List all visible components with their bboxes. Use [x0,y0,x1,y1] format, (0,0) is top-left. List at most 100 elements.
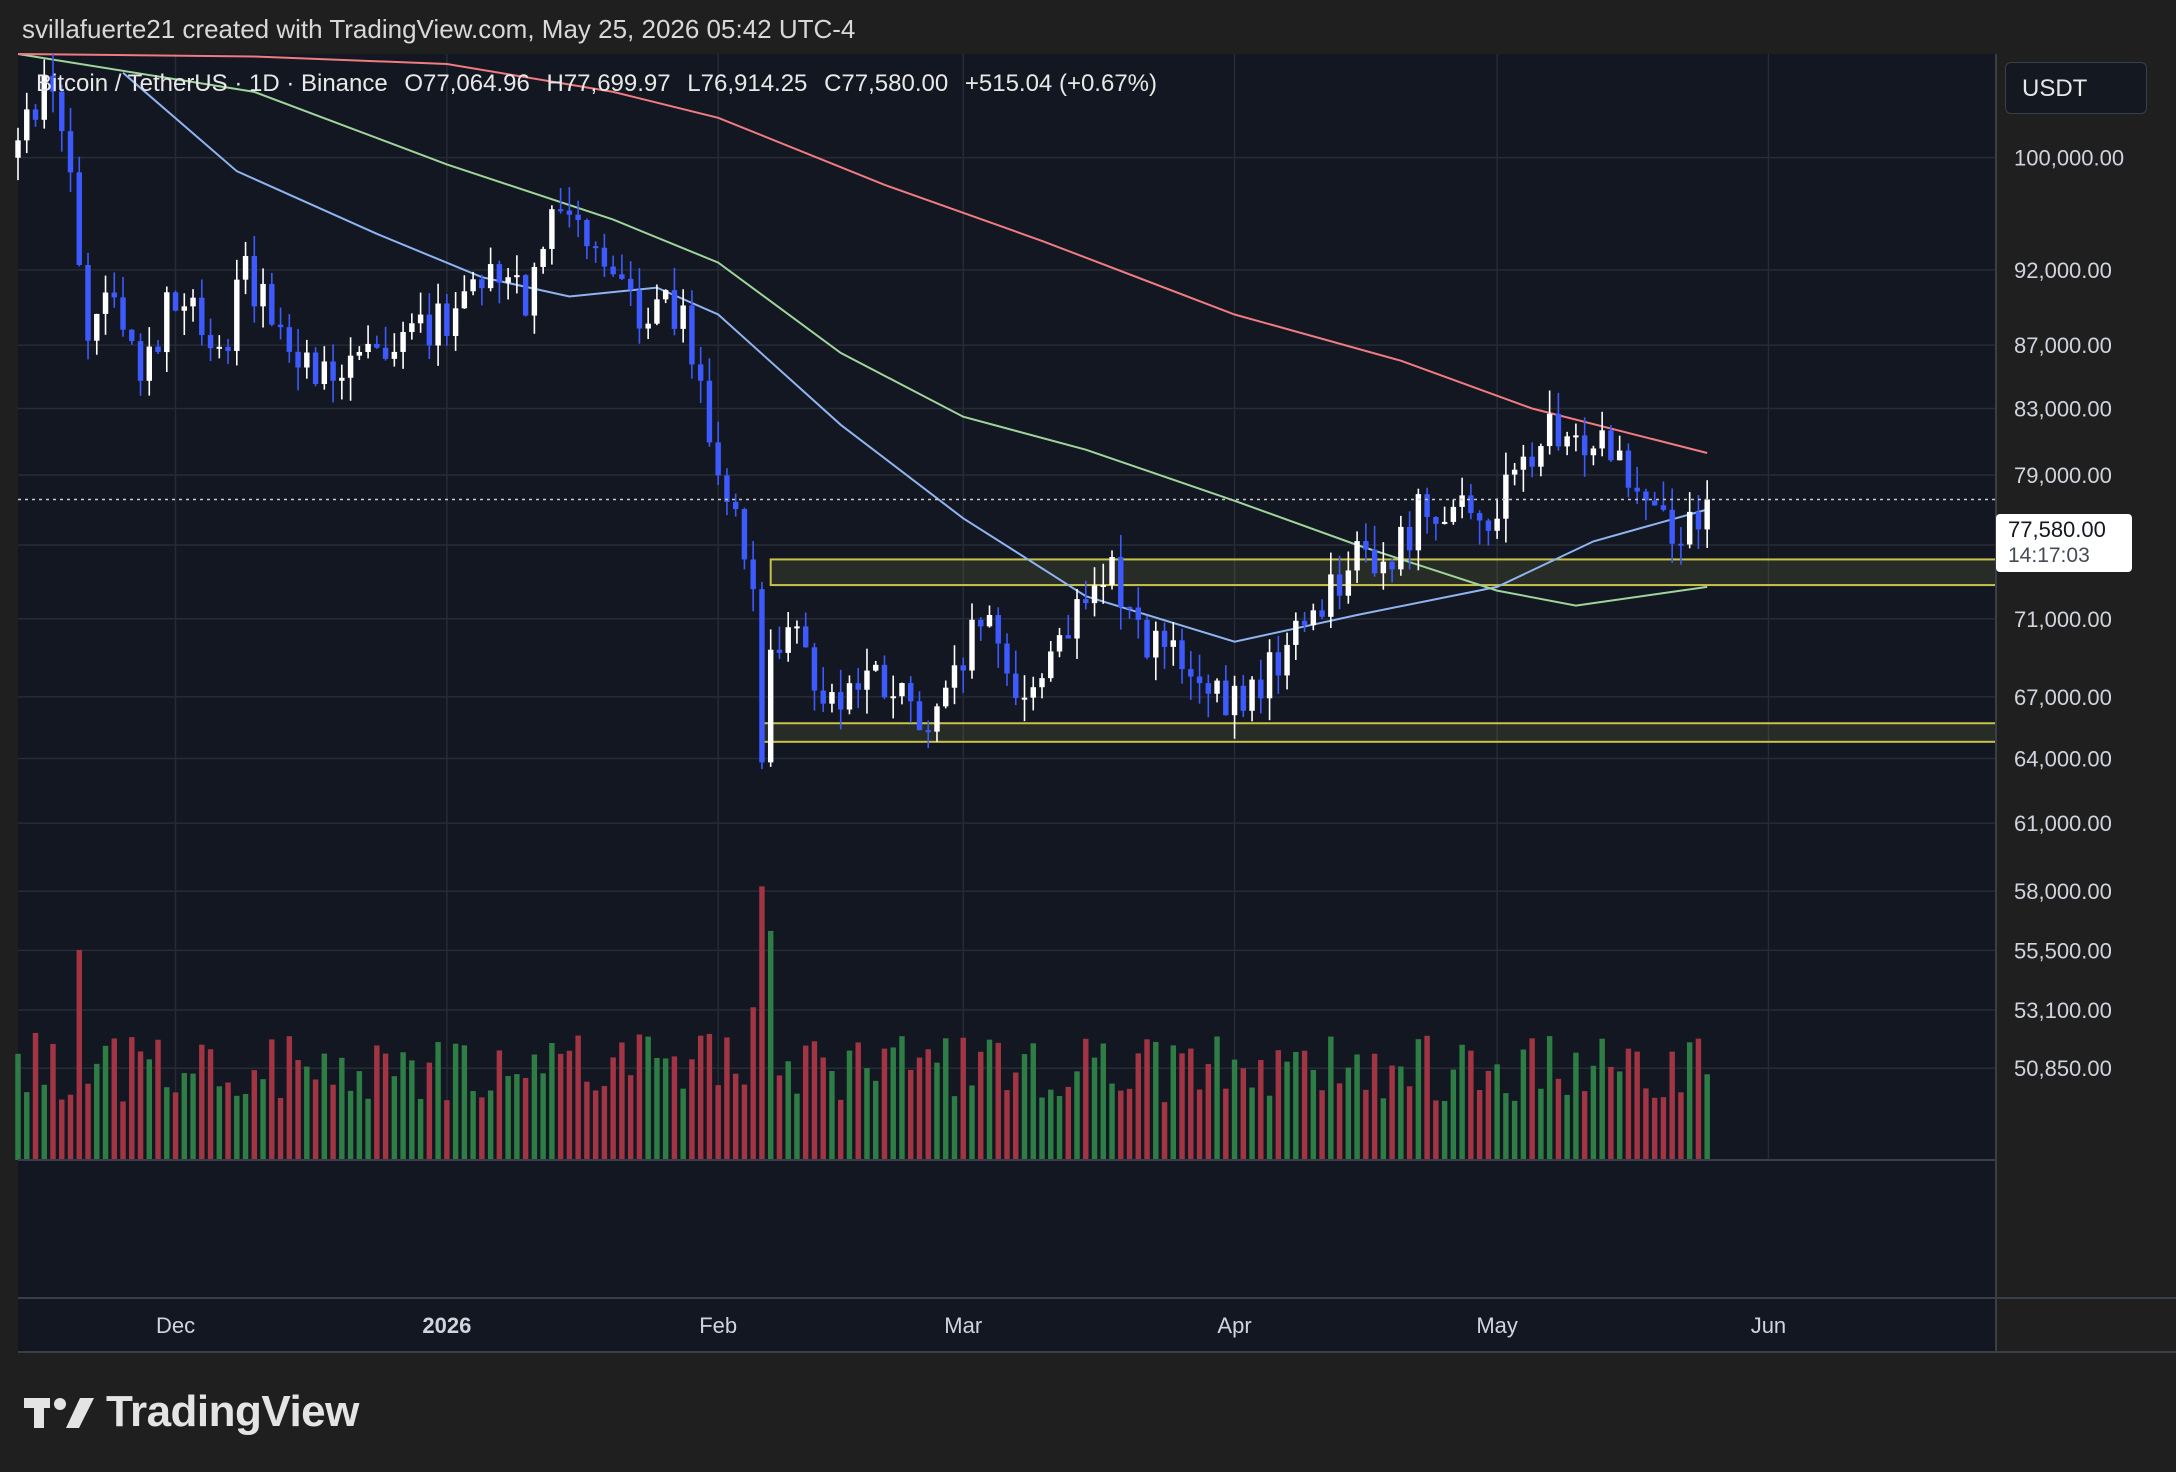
currency-selector[interactable]: USDT [2005,62,2147,114]
candle-body [321,361,328,385]
candle-body [1581,435,1588,456]
volume-bar [50,1043,56,1160]
volume-bar [76,950,82,1160]
volume-bar [654,1057,660,1160]
candle-body [24,109,30,141]
low-value: L76,914.25 [687,70,808,97]
volume-bar [662,1058,669,1160]
volume-bar [1503,1093,1509,1160]
candle-body [794,626,800,629]
candle-body [601,247,608,267]
candle-body [1363,541,1369,550]
volume-bar [1196,1089,1203,1160]
candle-body [1310,610,1317,626]
candle-body [689,305,695,365]
candle-body [234,279,240,351]
volume-bar [864,1068,870,1160]
volume-bar [1546,1036,1553,1160]
volume-bar [1153,1041,1159,1160]
volume-bar [1205,1064,1212,1160]
candle-body [1091,585,1098,604]
volume-bar [1021,1054,1028,1160]
volume-bars [15,886,1710,1160]
volume-bar [417,1098,424,1160]
volume-bar [452,1043,459,1160]
candle-body [1240,685,1247,711]
volume-bar [1564,1094,1570,1160]
candle-body [111,292,117,298]
y-tick-label: 67,000.00 [2014,685,2112,710]
candle-body [1293,620,1299,645]
candle-body [943,687,949,707]
candle-body [1660,505,1667,510]
close-value: C77,580.00 [824,70,949,97]
volume-bar [1179,1053,1185,1160]
volume-bar [1336,1083,1343,1160]
candle-body [1345,570,1352,596]
volume-bar [1389,1065,1395,1160]
volume-bar [24,1092,30,1160]
tradingview-brand[interactable]: TradingView [24,1382,359,1442]
volume-bar [575,1035,581,1160]
volume-bar [347,1090,354,1160]
volume-bar [1240,1068,1247,1160]
volume-bar [1625,1048,1632,1160]
volume-bar [1441,1100,1448,1160]
symbol-label[interactable]: Bitcoin / TetherUS · 1D · Binance [36,70,388,97]
volume-bar [242,1094,249,1160]
volume-bar [1415,1039,1422,1160]
candle-body [1678,543,1684,546]
volume-bar [356,1071,363,1160]
volume-bar [1660,1097,1667,1160]
candle-body [899,683,905,697]
candle-body [94,313,100,341]
grid-lines [18,54,1996,1160]
volume-bar [1529,1038,1535,1160]
volume-bar [505,1076,511,1160]
volume-bar [584,1081,590,1160]
volume-bar [960,1037,966,1160]
volume-bar [986,1039,993,1160]
candle-body [724,475,730,502]
volume-bar [1118,1090,1124,1160]
volume-bar [1494,1064,1500,1160]
volume-bar [566,1050,573,1160]
candle-body [864,670,870,690]
candle-body [1608,430,1614,461]
volume-bar [1266,1095,1273,1160]
volume-bar [750,1007,756,1160]
volume-bar [1328,1036,1334,1160]
volume-bar [1048,1089,1054,1160]
candle-body [1555,413,1562,447]
candle-body [260,283,266,307]
volume-bar [724,1037,730,1160]
candle-body [67,131,74,173]
candle-body [1398,526,1404,570]
candle-body [908,683,914,702]
volume-bar [645,1036,651,1160]
volume-bar [1678,1092,1684,1160]
bar-countdown: 14:17:03 [2008,544,2090,567]
volume-bar [1459,1044,1465,1160]
candle-body [925,730,931,733]
candle-body [549,209,555,249]
candle-body [32,109,39,120]
volume-bar [1599,1038,1605,1160]
volume-bar [1293,1051,1299,1160]
candle-body [934,706,940,732]
volume-bar [216,1086,223,1160]
y-tick-label: 79,000.00 [2014,463,2112,488]
volume-bar [1039,1097,1045,1160]
volume-bar [1275,1050,1282,1160]
volume-bar [251,1070,258,1160]
y-tick-label: 61,000.00 [2014,811,2112,836]
candle-body [715,442,721,476]
candle-body [767,649,774,763]
candle-body [417,314,424,324]
candle-body [347,355,354,378]
moving-average-line [17,53,1708,454]
candle-body [1511,469,1518,475]
y-tick-label: 55,500.00 [2014,938,2112,963]
volume-bar [680,1088,686,1160]
